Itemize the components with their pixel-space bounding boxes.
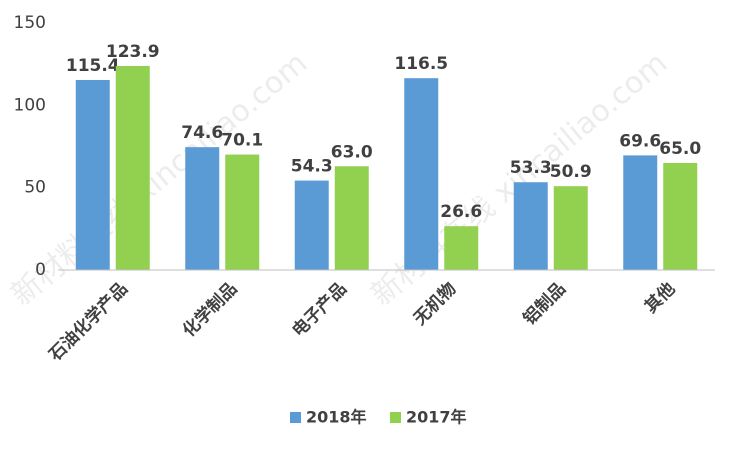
data-label: 65.0: [659, 139, 701, 159]
data-label: 53.3: [510, 158, 552, 178]
legend-label: 2018年: [306, 408, 367, 427]
data-label: 50.9: [550, 162, 592, 182]
data-label: 69.6: [619, 131, 661, 151]
bar: [404, 78, 439, 270]
x-tick-label: 电子产品: [288, 278, 351, 341]
bar: [334, 166, 369, 270]
bar: [294, 180, 329, 270]
bar: [623, 155, 658, 270]
data-label: 54.3: [291, 157, 333, 177]
bar: [115, 65, 150, 270]
x-tick-label: 化学制品: [178, 278, 241, 341]
legend-swatch: [290, 412, 301, 423]
data-label: 26.6: [440, 202, 482, 222]
data-label: 116.5: [394, 54, 448, 74]
bar: [444, 226, 479, 270]
x-tick-label: 其他: [640, 278, 679, 317]
bar: [225, 154, 260, 270]
data-label: 123.9: [106, 42, 160, 62]
data-label: 70.1: [221, 131, 263, 151]
bar: [553, 186, 588, 270]
bar: [513, 182, 548, 270]
legend-label: 2017年: [406, 408, 467, 427]
legend-swatch: [390, 412, 401, 423]
y-tick-label: 0: [35, 260, 46, 280]
y-tick-label: 150: [14, 13, 46, 33]
bar: [75, 79, 110, 270]
data-label: 63.0: [331, 142, 373, 162]
watermark: 新材料在线 xincailiao.com: [5, 46, 314, 313]
bar: [185, 147, 220, 270]
y-tick-label: 100: [14, 95, 46, 115]
bar: [663, 162, 698, 270]
y-tick-label: 50: [24, 178, 46, 198]
data-label: 74.6: [181, 123, 223, 143]
x-tick-label: 石油化学产品: [44, 278, 132, 366]
data-label: 115.4: [66, 56, 120, 76]
x-tick-label: 铝制品: [519, 278, 570, 329]
